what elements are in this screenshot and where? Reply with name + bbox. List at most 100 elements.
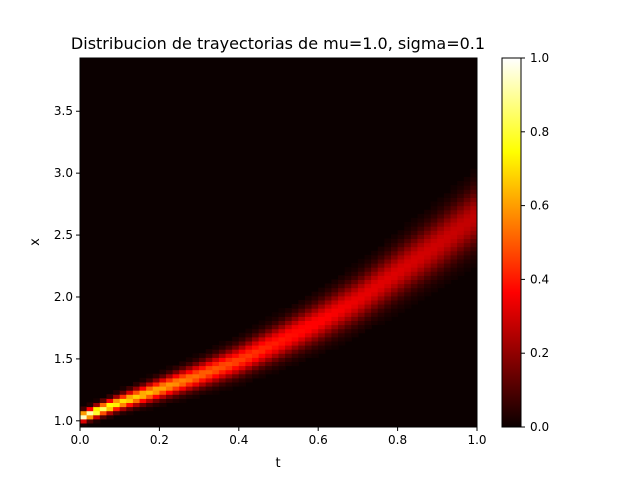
heatmap-cell [384,316,392,321]
heatmap-cell [166,381,174,387]
heatmap-cell [437,213,445,219]
heatmap-cell [417,238,425,244]
heatmap-cell [338,295,346,301]
heatmap-cell [371,291,379,297]
heatmap-cell [377,304,385,309]
heatmap-cell [258,345,266,350]
heatmap-cell [258,328,266,334]
heatmap-cell [258,332,266,338]
heatmap-cell [397,258,405,264]
heatmap-cell [404,238,412,244]
heatmap-cell [212,373,220,379]
heatmap-cell [304,332,313,338]
heatmap-cell [430,213,438,219]
heatmap-cell [344,279,352,285]
heatmap-cell [218,381,227,387]
heatmap-cell [410,299,419,305]
heatmap-cell [430,234,438,239]
heatmap-cell [318,304,326,309]
heatmap-cell [344,312,352,317]
heatmap-cell [424,217,432,223]
heatmap-cell [351,295,359,301]
heatmap-cell [238,353,247,358]
heatmap-cell [245,349,253,354]
heatmap-cell [166,373,174,379]
heatmap-cell [252,324,260,330]
colorbar: 0.0 0.2 0.4 0.6 0.8 1.0 [501,51,549,434]
heatmap-cell [351,324,359,330]
heatmap-cell [364,312,372,317]
heatmap-cell [166,377,174,383]
heatmap-cell [291,324,299,330]
heatmap-cell [159,369,167,375]
heatmap-cell [457,263,465,268]
heatmap-cell [371,295,379,301]
heatmap-cell [357,258,366,264]
heatmap-cell [99,406,108,412]
heatmap-cell [450,271,458,276]
heatmap-cell [410,222,419,227]
heatmap-cell [324,299,333,305]
heatmap-cell [192,381,200,387]
heatmap-cell [113,398,121,403]
heatmap-cell [258,324,266,330]
heatmap-cell [463,176,471,182]
heatmap-cell [351,328,359,334]
heatmap-cell [437,230,445,235]
heatmap-cell [291,353,299,358]
heatmap-cell [93,406,101,412]
heatmap-cell [252,361,260,367]
heatmap-cell [86,414,94,420]
heatmap-cell [377,295,385,301]
heatmap-cell [351,263,359,268]
heatmap-cell [265,361,273,367]
heatmap-cell [450,205,458,211]
heatmap-cell [205,373,213,379]
heatmap-cell [371,283,379,289]
heatmap-cell [304,328,313,334]
heatmap-cell [166,386,174,391]
heatmap-cell [390,304,399,309]
heatmap-cell [225,357,233,362]
heatmap-cell [430,246,438,252]
heatmap-cell [364,308,372,313]
heatmap-cell [245,340,253,346]
heatmap-cell [351,299,359,305]
heatmap-cell [304,324,313,330]
heatmap-cell [205,365,213,371]
heatmap-cell [238,369,247,375]
heatmap-cell [238,381,247,387]
heatmap-cell [338,304,346,309]
heatmap-cell [390,234,399,239]
heatmap-cell [357,324,366,330]
heatmap-cell [179,390,187,395]
heatmap-cell [463,258,471,264]
heatmap-cell [298,304,306,309]
heatmap-cell [390,275,399,280]
heatmap-cell [285,316,293,321]
heatmap-cell [271,336,280,342]
heatmap-cell [410,275,419,280]
heatmap-cell [430,283,438,289]
heatmap-cell [338,340,346,346]
heatmap-cell [364,258,372,264]
heatmap-cell [443,250,452,256]
heatmap-cell [470,197,477,203]
heatmap-cell [357,275,366,280]
heatmap-cell [463,197,471,203]
heatmap-cell [364,304,372,309]
heatmap-cell [225,345,233,350]
heatmap-cell [80,410,88,416]
heatmap-cell [430,205,438,211]
heatmap-cell [139,386,147,391]
heatmap-cell [86,410,94,416]
heatmap-cell [179,377,187,383]
heatmap-cell [291,357,299,362]
heatmap-cell [179,369,187,375]
heatmap-cell [245,328,253,334]
heatmap-cell [278,353,286,358]
heatmap-cell [424,291,432,297]
heatmap-cell [470,217,477,223]
heatmap-cell [470,201,477,207]
heatmap-cell [232,377,240,383]
